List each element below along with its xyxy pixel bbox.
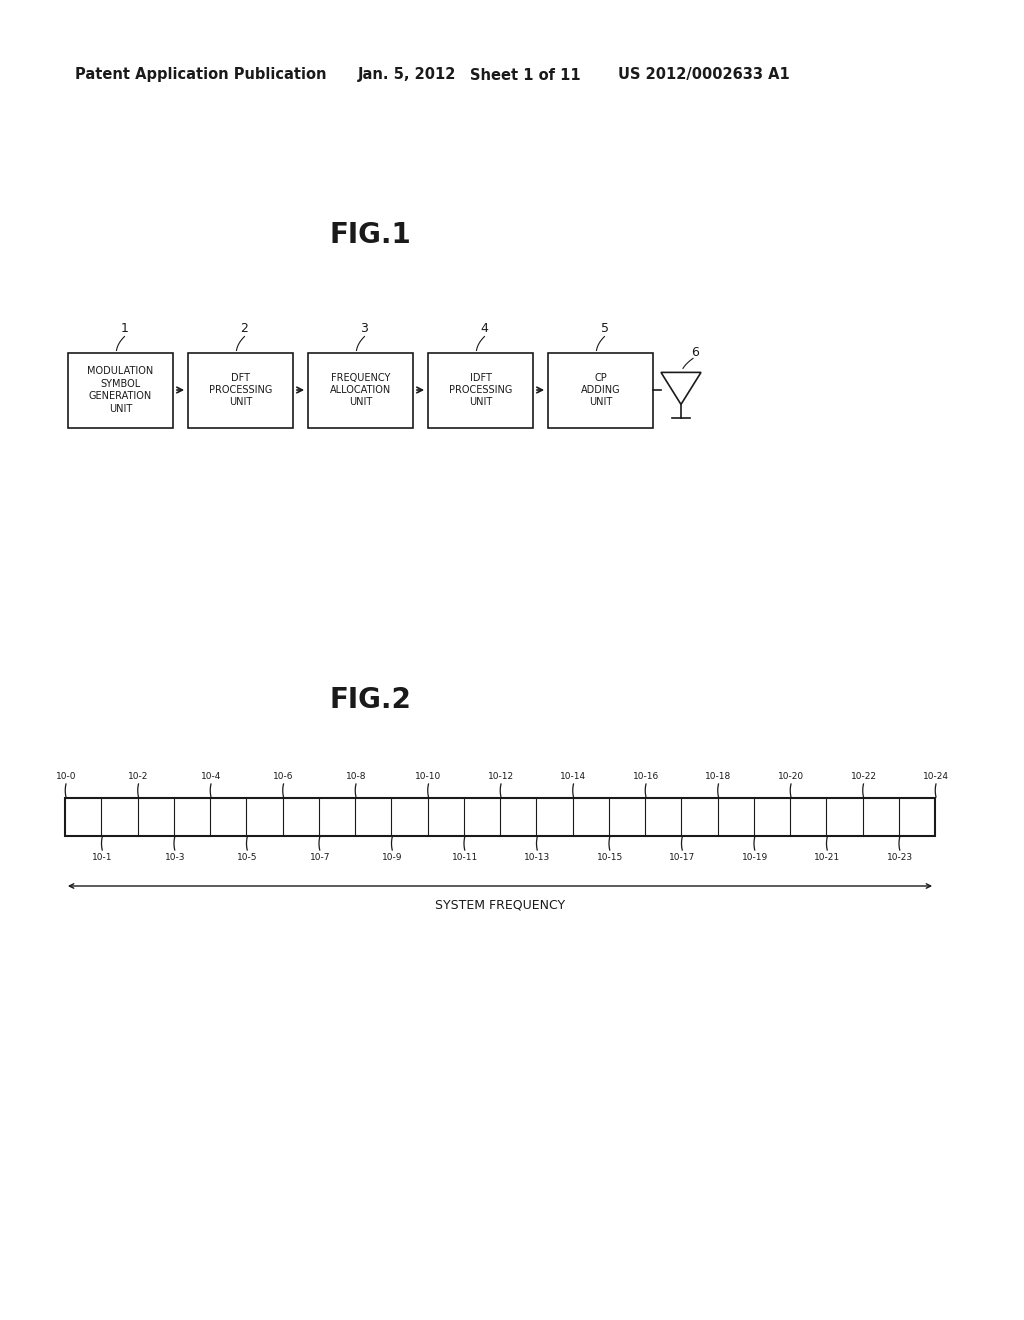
Text: 10-14: 10-14 (560, 772, 587, 781)
Text: 10-17: 10-17 (669, 853, 695, 862)
Text: 10-16: 10-16 (633, 772, 659, 781)
Text: FREQUENCY
ALLOCATION
UNIT: FREQUENCY ALLOCATION UNIT (330, 372, 391, 408)
Text: 10-6: 10-6 (273, 772, 294, 781)
Text: 10-7: 10-7 (309, 853, 330, 862)
Text: 10-20: 10-20 (778, 772, 804, 781)
Bar (188, 352, 293, 428)
Text: 5: 5 (600, 322, 608, 335)
Text: 10-15: 10-15 (597, 853, 623, 862)
Text: 10-2: 10-2 (128, 772, 148, 781)
Text: 10-5: 10-5 (237, 853, 257, 862)
Text: 10-23: 10-23 (887, 853, 912, 862)
Text: 2: 2 (241, 322, 249, 335)
Bar (428, 352, 534, 428)
Text: 10-11: 10-11 (452, 853, 478, 862)
Text: MODULATION
SYMBOL
GENERATION
UNIT: MODULATION SYMBOL GENERATION UNIT (87, 367, 154, 413)
Text: 10-24: 10-24 (923, 772, 949, 781)
Text: 10-1: 10-1 (92, 853, 113, 862)
Text: 10-12: 10-12 (488, 772, 514, 781)
Text: 10-13: 10-13 (524, 853, 550, 862)
Text: 4: 4 (480, 322, 488, 335)
Text: Jan. 5, 2012: Jan. 5, 2012 (358, 67, 457, 82)
Text: 10-21: 10-21 (814, 853, 841, 862)
Bar (65, 799, 935, 836)
Text: Sheet 1 of 11: Sheet 1 of 11 (470, 67, 581, 82)
Text: 10-18: 10-18 (706, 772, 731, 781)
Text: SYSTEM FREQUENCY: SYSTEM FREQUENCY (435, 899, 565, 912)
Bar (548, 352, 653, 428)
Text: 10-22: 10-22 (851, 772, 877, 781)
Text: 10-8: 10-8 (346, 772, 367, 781)
Text: 10-10: 10-10 (416, 772, 441, 781)
Text: DFT
PROCESSING
UNIT: DFT PROCESSING UNIT (209, 372, 272, 408)
Text: IDFT
PROCESSING
UNIT: IDFT PROCESSING UNIT (449, 372, 512, 408)
Text: US 2012/0002633 A1: US 2012/0002633 A1 (618, 67, 790, 82)
Text: FIG.1: FIG.1 (329, 220, 411, 249)
Text: CP
ADDING
UNIT: CP ADDING UNIT (581, 372, 621, 408)
Text: 10-3: 10-3 (165, 853, 185, 862)
Text: 6: 6 (691, 346, 699, 359)
Bar (68, 352, 173, 428)
Text: Patent Application Publication: Patent Application Publication (75, 67, 327, 82)
Text: 10-9: 10-9 (382, 853, 402, 862)
Text: FIG.2: FIG.2 (329, 686, 411, 714)
Text: 10-4: 10-4 (201, 772, 221, 781)
Text: 1: 1 (121, 322, 128, 335)
Text: 10-19: 10-19 (741, 853, 768, 862)
Text: 3: 3 (360, 322, 369, 335)
Bar (308, 352, 413, 428)
Text: 10-0: 10-0 (55, 772, 76, 781)
